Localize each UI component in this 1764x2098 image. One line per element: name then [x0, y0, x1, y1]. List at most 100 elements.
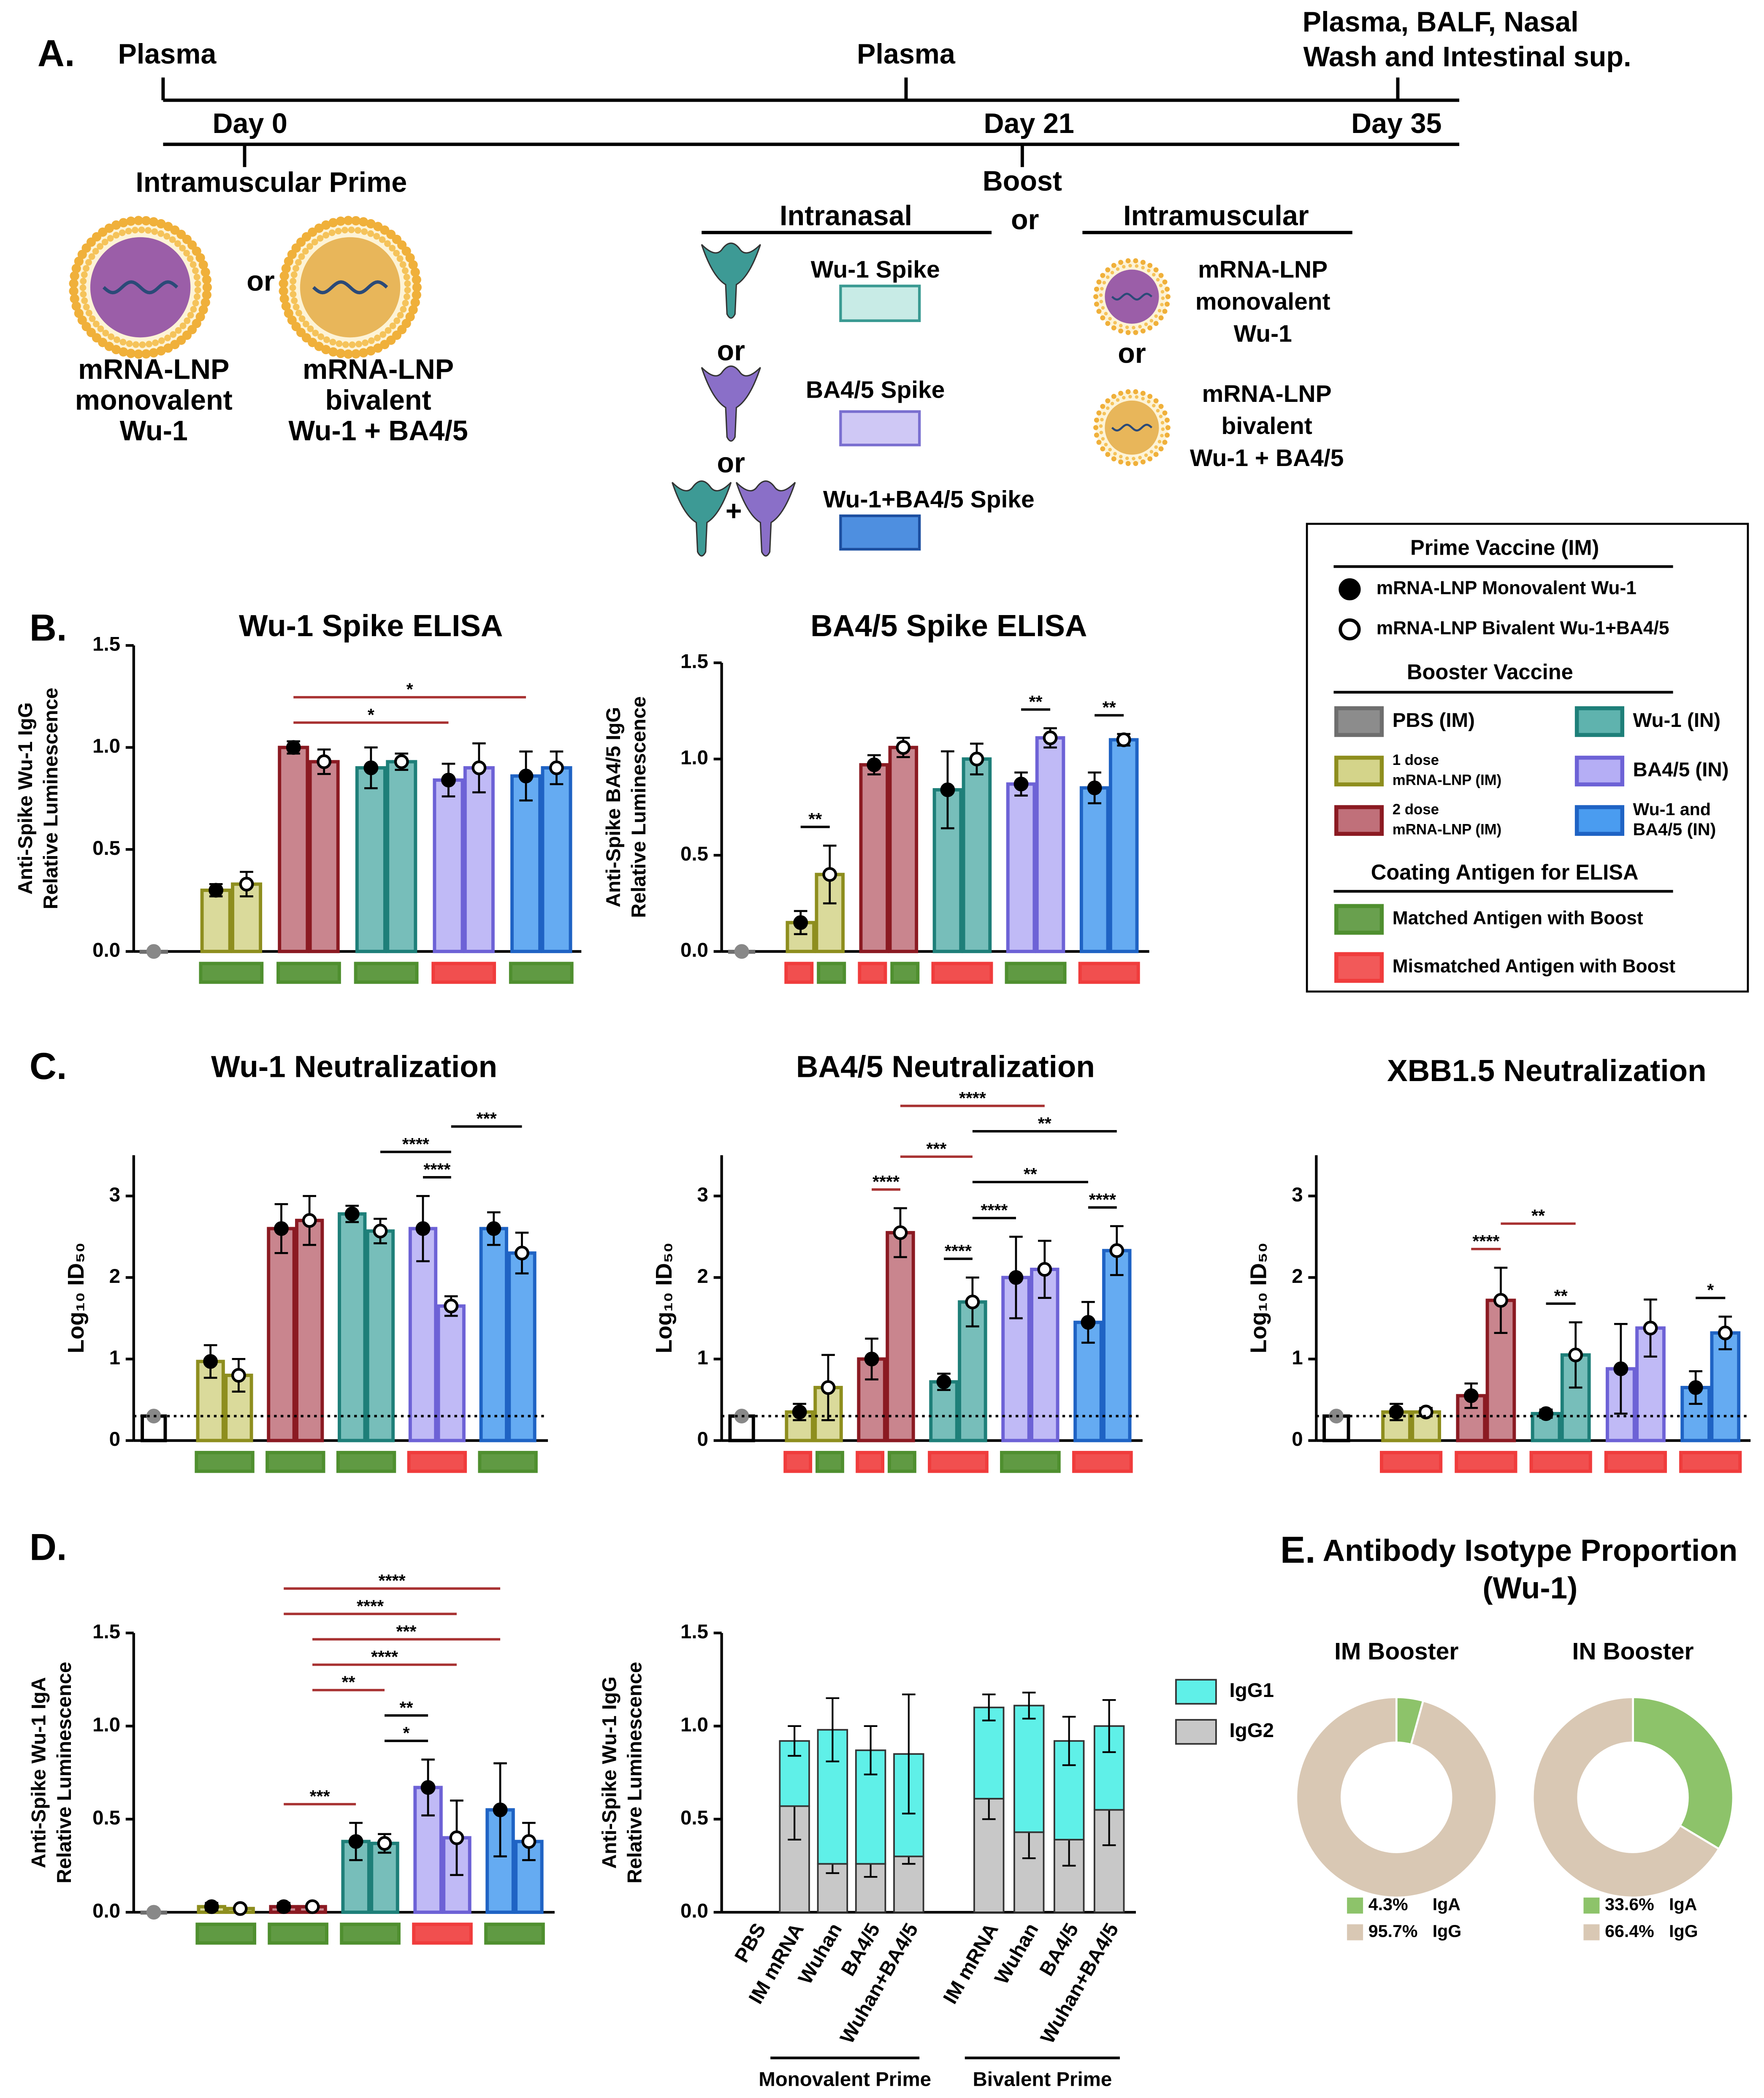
- lipid: [119, 339, 127, 346]
- lipid: [402, 300, 409, 306]
- lipid: [1122, 396, 1126, 400]
- y-axis-label: Relative Luminescence: [624, 1662, 646, 1884]
- lipid: [290, 278, 297, 285]
- value-label: 95.7%: [1368, 1921, 1418, 1941]
- lipid: [149, 348, 159, 358]
- lipid: [279, 286, 288, 296]
- bar-marker: [969, 751, 984, 767]
- lipid: [410, 298, 420, 307]
- panel-label: C.: [30, 1045, 67, 1087]
- lipid: [198, 260, 208, 270]
- lipid: [1158, 273, 1164, 278]
- coating-box: [1529, 1451, 1592, 1473]
- lipid: [408, 260, 418, 270]
- spike-protein: [671, 480, 732, 557]
- lipid: [1165, 425, 1171, 430]
- lipid: [1157, 439, 1162, 444]
- legend-title: Booster Vaccine: [1407, 660, 1573, 684]
- lipid: [306, 243, 313, 250]
- bar-marker: [518, 768, 534, 783]
- chart-title: Wu-1 Neutralization: [211, 1050, 497, 1084]
- lipid: [1104, 442, 1108, 447]
- lipid: [336, 216, 346, 226]
- lipid: [351, 349, 361, 359]
- y-tick-label: 1: [109, 1347, 120, 1369]
- lipid: [379, 236, 386, 243]
- lipid: [1099, 293, 1103, 297]
- lipid: [1132, 457, 1135, 461]
- lipid: [1160, 303, 1164, 306]
- lipid: [289, 284, 296, 291]
- lipid: [293, 265, 299, 272]
- lipid: [1104, 312, 1108, 316]
- coating-box: [784, 962, 814, 984]
- lipid: [1162, 410, 1168, 416]
- lipid: [1108, 317, 1112, 321]
- lipid: [1096, 439, 1102, 445]
- lipid: [138, 226, 145, 233]
- lipid: [1138, 455, 1142, 460]
- bar-marker: [1116, 732, 1131, 747]
- lipid: [190, 306, 197, 313]
- lipid: [412, 290, 421, 300]
- lipid: [1105, 452, 1111, 457]
- lipid: [384, 240, 391, 247]
- lipid: [179, 323, 187, 329]
- bar-marker: [373, 1223, 388, 1239]
- lipid: [1162, 309, 1168, 314]
- panel-a-text: bivalent: [1222, 412, 1312, 439]
- lipid: [70, 294, 79, 304]
- lipid: [193, 293, 201, 300]
- lipid: [1153, 267, 1159, 273]
- lipid: [1154, 314, 1158, 318]
- panel-a-text: or: [1011, 204, 1039, 236]
- chart-title: XBB1.5 Neutralization: [1387, 1054, 1706, 1088]
- legend-label: Matched Antigen with Boost: [1393, 908, 1643, 929]
- coating-box: [1679, 1451, 1742, 1473]
- lipid: [1165, 294, 1171, 299]
- coating-box: [887, 1451, 916, 1473]
- lipid: [1144, 453, 1148, 457]
- donut-slice: [1531, 1696, 1721, 1899]
- bar-marker: [1613, 1361, 1629, 1377]
- lipid: [108, 333, 115, 340]
- y-tick-label: 2: [109, 1265, 120, 1288]
- bar-marker: [420, 1780, 436, 1795]
- lipid: [1102, 281, 1106, 285]
- lipid: [1094, 287, 1099, 292]
- bar: [510, 774, 542, 953]
- lipid: [71, 301, 81, 311]
- significance-label: ***: [477, 1109, 497, 1128]
- lipid: [125, 228, 132, 235]
- bar-marker: [146, 944, 161, 959]
- lipid: [355, 227, 361, 234]
- lipid: [194, 287, 201, 294]
- bar: [278, 745, 309, 953]
- panel-label: B.: [30, 607, 67, 649]
- lipid: [101, 239, 108, 246]
- group-label: Bivalent Prime: [973, 2068, 1112, 2090]
- y-axis-label: Log₁₀ ID₅₀: [1246, 1242, 1271, 1353]
- coating-box: [783, 1451, 813, 1473]
- lipid: [195, 253, 205, 263]
- lipid: [298, 253, 305, 260]
- lipid: [295, 309, 302, 317]
- lipid: [187, 255, 194, 262]
- lipid: [192, 267, 199, 274]
- group-label: Monovalent Prime: [759, 2068, 931, 2090]
- coating-box: [431, 962, 496, 984]
- bar-marker: [515, 1245, 529, 1260]
- lipid: [1152, 273, 1156, 276]
- lipid: [412, 275, 421, 285]
- lipid: [69, 279, 79, 288]
- bar: [308, 760, 340, 953]
- panel-label: A.: [38, 32, 75, 74]
- lipid: [1133, 330, 1138, 335]
- lipid: [1138, 325, 1142, 328]
- lipid: [97, 325, 104, 332]
- legend-swatch: [1574, 805, 1624, 836]
- legend-swatch: [1334, 904, 1384, 935]
- bar-marker: [734, 944, 749, 959]
- significance-label: **: [1024, 1164, 1037, 1184]
